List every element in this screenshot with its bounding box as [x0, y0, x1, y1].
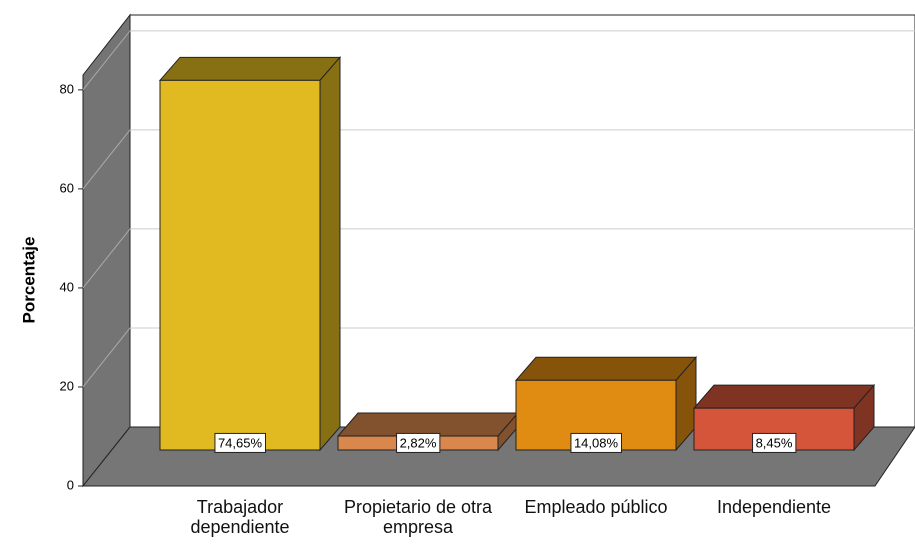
x-tick-label: Empleado público — [524, 497, 668, 517]
y-tick-label: 20 — [60, 378, 74, 393]
value-label: 8,45% — [756, 435, 793, 450]
grid-line — [82, 129, 131, 190]
y-axis-label: Porcentaje — [19, 237, 38, 324]
bar-top — [158, 56, 342, 81]
bar-top — [692, 384, 876, 409]
y-tick-label: 0 — [67, 477, 74, 492]
value-label: 2,82% — [400, 435, 437, 450]
y-tick-label: 60 — [60, 180, 74, 195]
value-label-box — [396, 432, 441, 453]
bar-top — [514, 356, 698, 381]
x-tick-label: Trabajador dependiente — [190, 497, 290, 537]
x-tick-label: Independiente — [716, 497, 832, 517]
left-wall — [82, 13, 131, 488]
bar-side — [319, 56, 341, 452]
x-tick-label: Propietario de otra empresa — [343, 497, 493, 537]
y-tick-label: 40 — [60, 279, 74, 294]
value-label: 74,65% — [218, 435, 263, 450]
bar-top — [336, 412, 520, 437]
grid-line — [82, 228, 131, 289]
bar — [159, 79, 321, 451]
grid-line — [82, 327, 131, 388]
value-label-box — [752, 432, 797, 453]
value-label-box — [214, 432, 266, 453]
value-label: 14,08% — [574, 435, 619, 450]
value-label-box — [570, 432, 622, 453]
grid-line — [82, 30, 131, 91]
y-tick-label: 80 — [60, 81, 74, 96]
